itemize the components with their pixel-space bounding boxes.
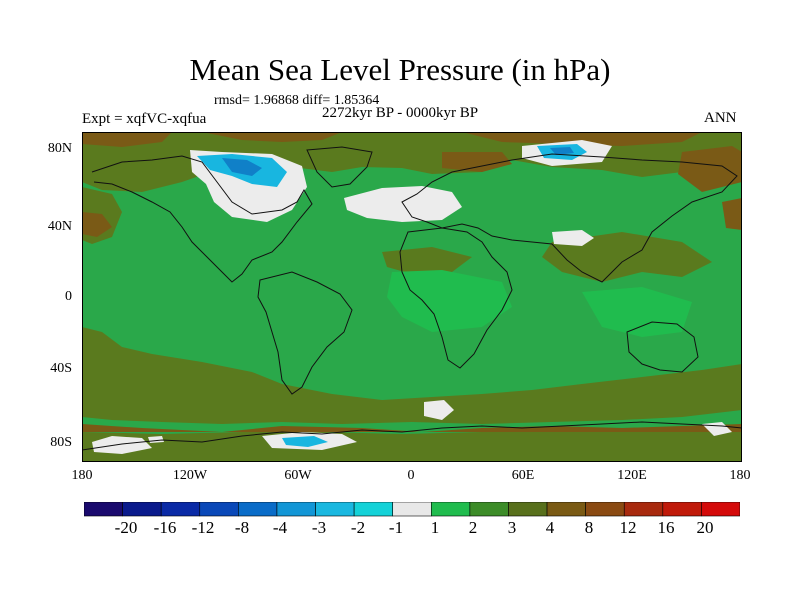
colorbar-label: 12 xyxy=(619,518,637,537)
white-region xyxy=(424,400,454,420)
white-region xyxy=(92,436,152,454)
greenland-coast xyxy=(306,146,373,188)
brown-region xyxy=(678,146,742,192)
colorbar-box xyxy=(546,502,586,517)
africa-coast xyxy=(399,227,513,369)
colorbar-box xyxy=(392,502,432,517)
brown-region xyxy=(202,132,342,142)
lat-label: 80S xyxy=(50,435,72,450)
colorbar-label: 4 xyxy=(545,518,555,537)
season-label: ANN xyxy=(704,110,737,126)
pressure-map xyxy=(82,132,742,462)
colorbar-box xyxy=(122,502,162,517)
colorbar-box xyxy=(276,502,316,517)
lon-label: 60W xyxy=(284,468,312,483)
antarctica-coast xyxy=(82,421,742,451)
colorbar-label: -3 xyxy=(311,518,327,537)
brown-region xyxy=(462,132,702,146)
brown-region xyxy=(82,212,112,237)
colorbar-box xyxy=(160,502,201,517)
olive-region xyxy=(82,327,742,424)
australia-coast xyxy=(626,321,699,373)
lightblue-region xyxy=(282,436,328,447)
stats-text: rmsd= 1.96868 diff= 1.85364 xyxy=(214,93,380,108)
brown-region xyxy=(722,198,742,230)
colorbar-box xyxy=(353,502,394,517)
colorbar-label: 2 xyxy=(468,518,478,537)
white-region xyxy=(148,436,164,443)
colorbar-label: -4 xyxy=(272,518,288,537)
lon-label: 180 xyxy=(71,468,93,483)
brown-region xyxy=(82,424,742,432)
lat-label: 0 xyxy=(65,289,72,304)
blue-region xyxy=(550,147,574,155)
colorbar-box xyxy=(430,502,471,517)
plot-title: Mean Sea Level Pressure (in hPa) xyxy=(189,52,611,87)
colorbar-box xyxy=(84,502,123,517)
colorbar-box xyxy=(469,502,509,517)
colorbar-label: 16 xyxy=(657,518,675,537)
colorbar-box xyxy=(508,502,548,517)
olive-region xyxy=(382,247,472,274)
eurasia-coast xyxy=(401,153,738,283)
colorbar-box xyxy=(701,502,740,517)
experiment-label: Expt = xqfVC-xqfua xyxy=(82,111,207,127)
colorbar-box xyxy=(315,502,355,517)
lat-label: 40N xyxy=(47,219,72,234)
colorbar-label: -2 xyxy=(350,518,366,537)
colorbar xyxy=(84,502,740,517)
colorbar-label: 3 xyxy=(507,518,517,537)
north-america-coast xyxy=(91,155,313,283)
colorbar-label: 8 xyxy=(584,518,594,537)
white-region xyxy=(552,230,594,246)
lon-label: 180 xyxy=(729,468,751,483)
colorbar-label: 1 xyxy=(430,518,440,537)
lat-label: 80N xyxy=(47,141,72,156)
colorbar-label: -8 xyxy=(234,518,250,537)
colorbar-box xyxy=(623,502,664,517)
brown-region xyxy=(442,152,512,172)
colorbar-box xyxy=(238,502,278,517)
period-text: 2272kyr BP - 0000kyr BP xyxy=(322,105,479,121)
coastlines xyxy=(82,146,742,451)
colorbar-label: -12 xyxy=(191,518,215,537)
colorbar-box xyxy=(662,502,702,517)
lat-label: 40S xyxy=(50,361,72,376)
lon-label: 120W xyxy=(172,468,208,483)
south-america-coast xyxy=(257,271,353,395)
brown-region xyxy=(82,132,172,147)
colorbar-label: -1 xyxy=(388,518,404,537)
lon-label: 0 xyxy=(407,468,415,483)
lon-label: 60E xyxy=(511,468,535,483)
colorbar-box xyxy=(585,502,625,517)
colorbar-box xyxy=(199,502,239,517)
colorbar-label: 20 xyxy=(696,518,714,537)
green-region xyxy=(387,270,512,332)
map-frame xyxy=(82,132,742,462)
olive-region xyxy=(542,232,712,282)
green-region xyxy=(582,287,692,337)
lon-label: 120E xyxy=(617,468,647,483)
colorbar-label: -16 xyxy=(153,518,177,537)
colorbar-label: -20 xyxy=(114,518,138,537)
blue-region xyxy=(222,158,262,176)
